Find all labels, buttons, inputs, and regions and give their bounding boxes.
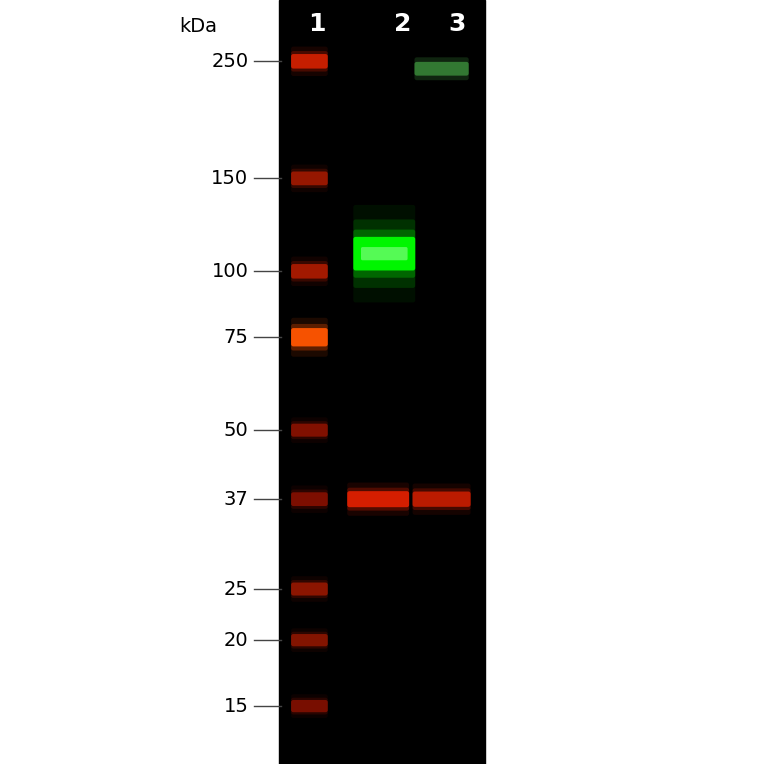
FancyBboxPatch shape <box>291 632 328 649</box>
FancyBboxPatch shape <box>291 700 328 712</box>
FancyBboxPatch shape <box>291 492 328 506</box>
FancyBboxPatch shape <box>291 51 328 72</box>
FancyBboxPatch shape <box>291 54 328 69</box>
Text: 3: 3 <box>448 12 465 37</box>
FancyBboxPatch shape <box>291 582 328 595</box>
FancyBboxPatch shape <box>354 230 416 278</box>
FancyBboxPatch shape <box>347 491 410 507</box>
FancyBboxPatch shape <box>291 628 328 652</box>
Text: 75: 75 <box>223 328 248 347</box>
Text: 15: 15 <box>223 697 248 716</box>
FancyBboxPatch shape <box>413 488 471 510</box>
FancyBboxPatch shape <box>291 576 328 602</box>
Text: 250: 250 <box>211 52 248 71</box>
FancyBboxPatch shape <box>291 318 328 357</box>
FancyBboxPatch shape <box>291 261 328 282</box>
FancyBboxPatch shape <box>291 634 328 646</box>
Text: 1: 1 <box>309 12 325 37</box>
FancyBboxPatch shape <box>291 164 328 192</box>
FancyBboxPatch shape <box>291 698 328 714</box>
FancyBboxPatch shape <box>291 47 328 76</box>
FancyBboxPatch shape <box>291 328 328 346</box>
FancyBboxPatch shape <box>361 247 408 261</box>
FancyBboxPatch shape <box>291 264 328 279</box>
FancyBboxPatch shape <box>413 484 471 515</box>
FancyBboxPatch shape <box>354 205 416 303</box>
FancyBboxPatch shape <box>291 485 328 513</box>
FancyBboxPatch shape <box>347 483 410 516</box>
FancyBboxPatch shape <box>291 257 328 286</box>
Text: kDa: kDa <box>180 18 218 36</box>
FancyBboxPatch shape <box>354 237 416 270</box>
FancyBboxPatch shape <box>354 219 416 288</box>
FancyBboxPatch shape <box>291 424 328 437</box>
Bar <box>279 0 485 764</box>
FancyBboxPatch shape <box>291 171 328 185</box>
Text: 20: 20 <box>224 630 248 649</box>
FancyBboxPatch shape <box>291 324 328 351</box>
FancyBboxPatch shape <box>291 421 328 439</box>
FancyBboxPatch shape <box>291 694 328 718</box>
FancyBboxPatch shape <box>291 417 328 443</box>
Text: 2: 2 <box>394 12 411 37</box>
FancyBboxPatch shape <box>413 491 471 507</box>
FancyBboxPatch shape <box>291 490 328 509</box>
Text: 37: 37 <box>224 490 248 509</box>
Text: 100: 100 <box>212 262 248 281</box>
Text: 25: 25 <box>223 580 248 598</box>
FancyBboxPatch shape <box>414 62 468 76</box>
Text: 50: 50 <box>224 421 248 439</box>
FancyBboxPatch shape <box>347 487 410 510</box>
FancyBboxPatch shape <box>414 57 468 80</box>
FancyBboxPatch shape <box>291 169 328 188</box>
FancyBboxPatch shape <box>291 580 328 598</box>
Text: 150: 150 <box>211 169 248 188</box>
